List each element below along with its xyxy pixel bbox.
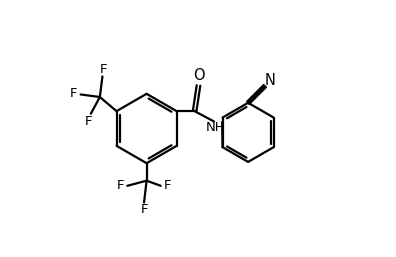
Text: F: F	[140, 203, 148, 216]
Text: F: F	[84, 115, 92, 128]
Text: NH: NH	[206, 121, 225, 134]
Text: F: F	[70, 87, 77, 100]
Text: F: F	[116, 179, 124, 192]
Text: F: F	[100, 63, 107, 76]
Text: O: O	[193, 68, 204, 83]
Text: N: N	[265, 73, 276, 88]
Text: F: F	[164, 179, 172, 192]
